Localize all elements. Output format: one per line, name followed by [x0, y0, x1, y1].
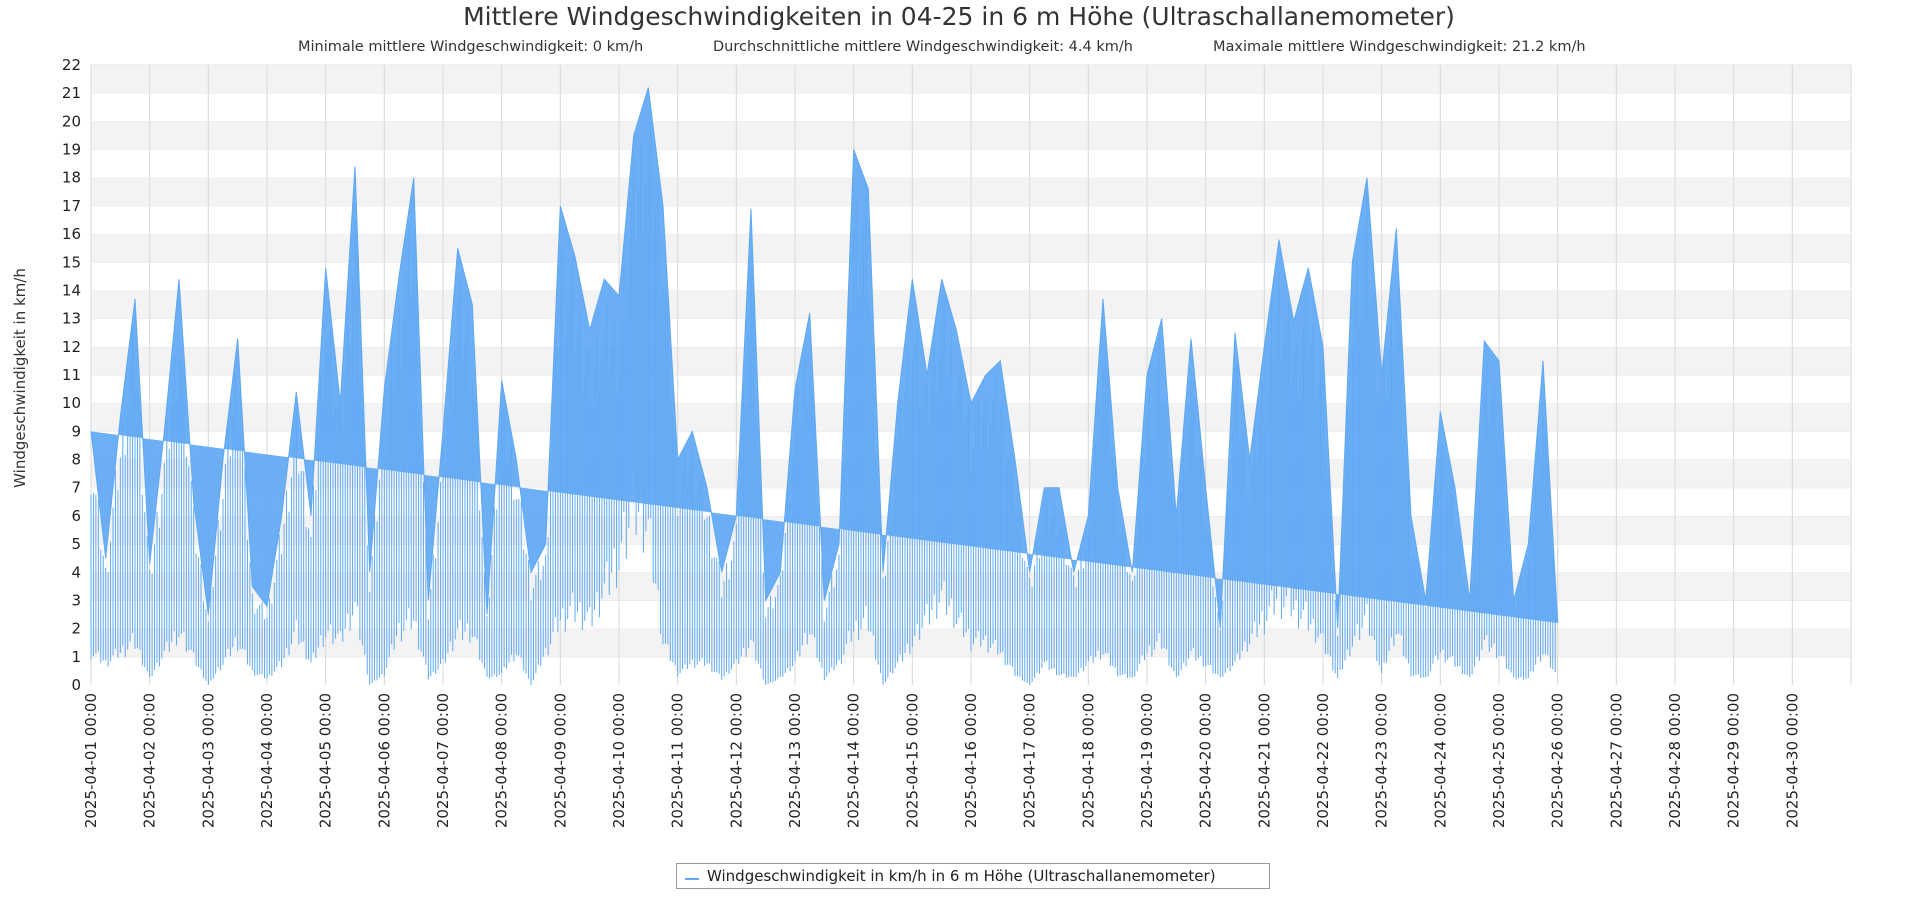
- legend-label: Windgeschwindigkeit in km/h in 6 m Höhe …: [707, 867, 1216, 885]
- y-tick-label: 16: [62, 225, 81, 243]
- y-tick-label: 12: [62, 338, 81, 356]
- x-tick-label: 2025-04-26 00:00: [1549, 693, 1567, 828]
- x-tick-label: 2025-04-22 00:00: [1314, 693, 1332, 828]
- y-tick-label: 0: [71, 676, 81, 694]
- legend-swatch: [685, 878, 699, 880]
- x-tick-label: 2025-04-20 00:00: [1197, 693, 1215, 828]
- legend: Windgeschwindigkeit in km/h in 6 m Höhe …: [676, 863, 1270, 889]
- x-tick-label: 2025-04-21 00:00: [1255, 693, 1273, 828]
- y-tick-label: 11: [62, 366, 81, 384]
- y-tick-label: 15: [62, 253, 81, 271]
- chart-stat-max: Maximale mittlere Windgeschwindigkeit: 2…: [1213, 39, 1586, 55]
- x-tick-label: 2025-04-24 00:00: [1431, 693, 1449, 828]
- y-tick-label: 17: [62, 197, 81, 215]
- y-tick-label: 9: [71, 422, 81, 440]
- chart-stat-min: Minimale mittlere Windgeschwindigkeit: 0…: [298, 39, 643, 55]
- x-tick-label: 2025-04-04 00:00: [258, 693, 276, 828]
- y-tick-label: 22: [62, 56, 81, 74]
- x-tick-label: 2025-04-08 00:00: [493, 693, 511, 828]
- x-tick-label: 2025-04-09 00:00: [551, 693, 569, 828]
- y-tick-label: 4: [71, 563, 81, 581]
- y-tick-label: 6: [71, 507, 81, 525]
- y-tick-label: 20: [62, 112, 81, 130]
- x-tick-label: 2025-04-25 00:00: [1490, 693, 1508, 828]
- series-layer: [90, 87, 1559, 685]
- x-tick-label: 2025-04-19 00:00: [1138, 693, 1156, 828]
- x-tick-label: 2025-04-05 00:00: [317, 693, 335, 828]
- y-tick-label: 13: [62, 310, 81, 328]
- x-tick-label: 2025-04-10 00:00: [610, 693, 628, 828]
- x-tick-label: 2025-04-02 00:00: [141, 693, 159, 828]
- x-tick-label: 2025-04-03 00:00: [199, 693, 217, 828]
- y-tick-label: 5: [71, 535, 81, 553]
- x-tick-label: 2025-04-14 00:00: [845, 693, 863, 828]
- chart-stat-avg: Durchschnittliche mittlere Windgeschwind…: [713, 39, 1133, 55]
- x-tick-label: 2025-04-30 00:00: [1783, 693, 1801, 828]
- y-tick-label: 3: [71, 591, 81, 609]
- x-tick-label: 2025-04-01 00:00: [82, 693, 100, 828]
- y-axis-label: Windgeschwindigkeit in km/h: [11, 268, 29, 488]
- x-tick-label: 2025-04-28 00:00: [1666, 693, 1684, 828]
- x-tick-label: 2025-04-17 00:00: [1021, 693, 1039, 828]
- x-tick-label: 2025-04-15 00:00: [903, 693, 921, 828]
- x-tick-label: 2025-04-23 00:00: [1373, 693, 1391, 828]
- y-tick-label: 8: [71, 451, 81, 469]
- y-tick-label: 21: [62, 84, 81, 102]
- x-tick-label: 2025-04-12 00:00: [727, 693, 745, 828]
- y-tick-label: 2: [71, 620, 81, 638]
- y-tick-label: 18: [62, 169, 81, 187]
- x-axis-ticks: 2025-04-01 00:00 2025-04-02 00:00 2025-04-…: [82, 693, 1801, 828]
- x-tick-label: 2025-04-27 00:00: [1607, 693, 1625, 828]
- wind-speed-chart: Mittlere Windgeschwindigkeiten in 04-25 …: [11, 2, 1852, 828]
- y-tick-label: 14: [62, 281, 81, 299]
- y-tick-label: 1: [71, 648, 81, 666]
- y-tick-label: 19: [62, 141, 81, 159]
- x-tick-label: 2025-04-06 00:00: [375, 693, 393, 828]
- x-tick-label: 2025-04-11 00:00: [669, 693, 687, 828]
- x-tick-label: 2025-04-29 00:00: [1725, 693, 1743, 828]
- x-tick-label: 2025-04-13 00:00: [786, 693, 804, 828]
- x-tick-label: 2025-04-16 00:00: [962, 693, 980, 828]
- x-tick-label: 2025-04-07 00:00: [434, 693, 452, 828]
- y-tick-label: 7: [71, 479, 81, 497]
- y-tick-label: 10: [62, 394, 81, 412]
- x-tick-label: 2025-04-18 00:00: [1079, 693, 1097, 828]
- chart-title: Mittlere Windgeschwindigkeiten in 04-25 …: [463, 2, 1455, 31]
